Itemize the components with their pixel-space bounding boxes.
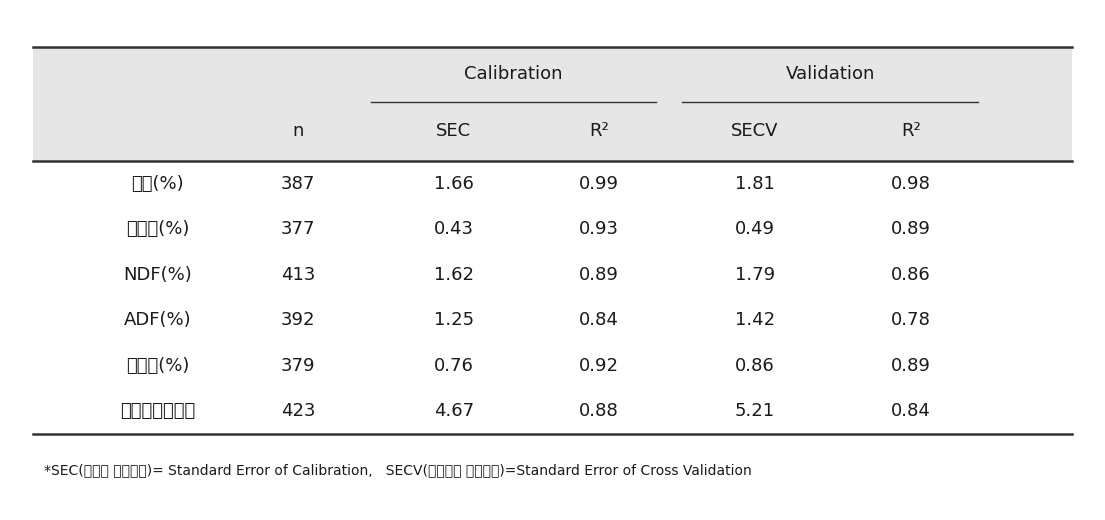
Text: 0.89: 0.89 [891,357,930,375]
Text: 0.49: 0.49 [735,220,775,238]
Text: NDF(%): NDF(%) [124,266,192,284]
Text: 4.67: 4.67 [434,402,474,421]
Text: 1.25: 1.25 [434,311,474,329]
Text: 0.93: 0.93 [579,220,619,238]
Text: R²: R² [589,122,609,140]
Text: *SEC(검량식 표준오차)= Standard Error of Calibration,   SECV(상호검증 표준오차)=Standard Error : *SEC(검량식 표준오차)= Standard Error of Calibr… [44,463,751,477]
Text: 1.81: 1.81 [735,175,775,193]
Text: 5.21: 5.21 [735,402,775,421]
Text: 0.92: 0.92 [579,357,619,375]
Text: 392: 392 [281,311,315,329]
Text: 0.78: 0.78 [891,311,930,329]
Text: 1.62: 1.62 [434,266,474,284]
Text: 0.84: 0.84 [579,311,619,329]
Text: 387: 387 [281,175,315,193]
Text: Validation: Validation [786,65,875,83]
Bar [33,47,1072,161]
Text: 0.76: 0.76 [434,357,474,375]
Text: 조단백(%): 조단백(%) [126,220,189,238]
Text: 0.99: 0.99 [579,175,619,193]
Text: SEC: SEC [436,122,472,140]
Text: 0.84: 0.84 [891,402,930,421]
Text: 0.43: 0.43 [434,220,474,238]
Text: 0.86: 0.86 [891,266,930,284]
Text: 0.89: 0.89 [579,266,619,284]
Text: 0.88: 0.88 [579,402,619,421]
Text: R²: R² [901,122,920,140]
Text: 조회분(%): 조회분(%) [126,357,189,375]
Text: 1.66: 1.66 [434,175,474,193]
Text: 1.42: 1.42 [735,311,775,329]
Text: 423: 423 [281,402,315,421]
Text: n: n [293,122,304,140]
Text: SECV: SECV [732,122,779,140]
Text: ADF(%): ADF(%) [124,311,191,329]
Text: 1.79: 1.79 [735,266,775,284]
Text: 377: 377 [281,220,315,238]
Text: 0.89: 0.89 [891,220,930,238]
Text: 상대적사료가치: 상대적사료가치 [120,402,196,421]
Text: 0.98: 0.98 [891,175,930,193]
Text: 수분(%): 수분(%) [131,175,185,193]
Text: 0.86: 0.86 [735,357,775,375]
Text: 413: 413 [281,266,315,284]
Text: 379: 379 [281,357,315,375]
Text: Calibration: Calibration [464,65,562,83]
